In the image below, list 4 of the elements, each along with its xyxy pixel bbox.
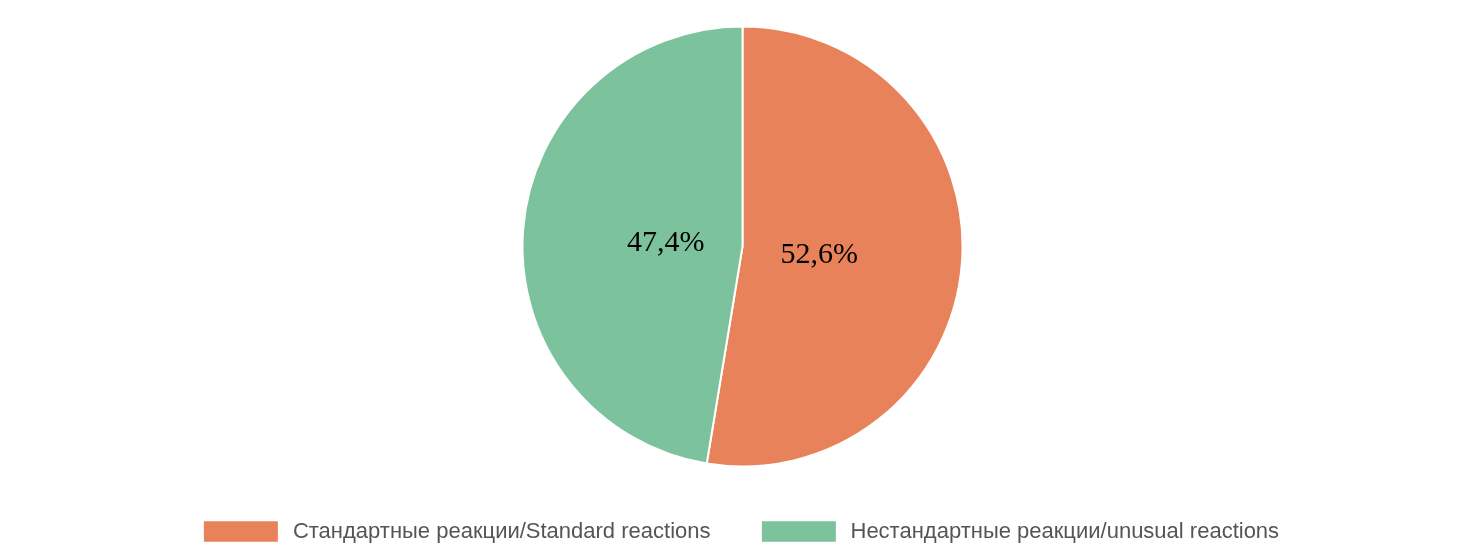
legend-label: Нестандартные реакции/unusual reactions bbox=[850, 518, 1280, 544]
legend-label: Стандартные реакции/Standard reactions bbox=[292, 518, 711, 544]
data-label: 47,4% bbox=[627, 223, 705, 257]
data-label: 52,6% bbox=[780, 236, 858, 270]
